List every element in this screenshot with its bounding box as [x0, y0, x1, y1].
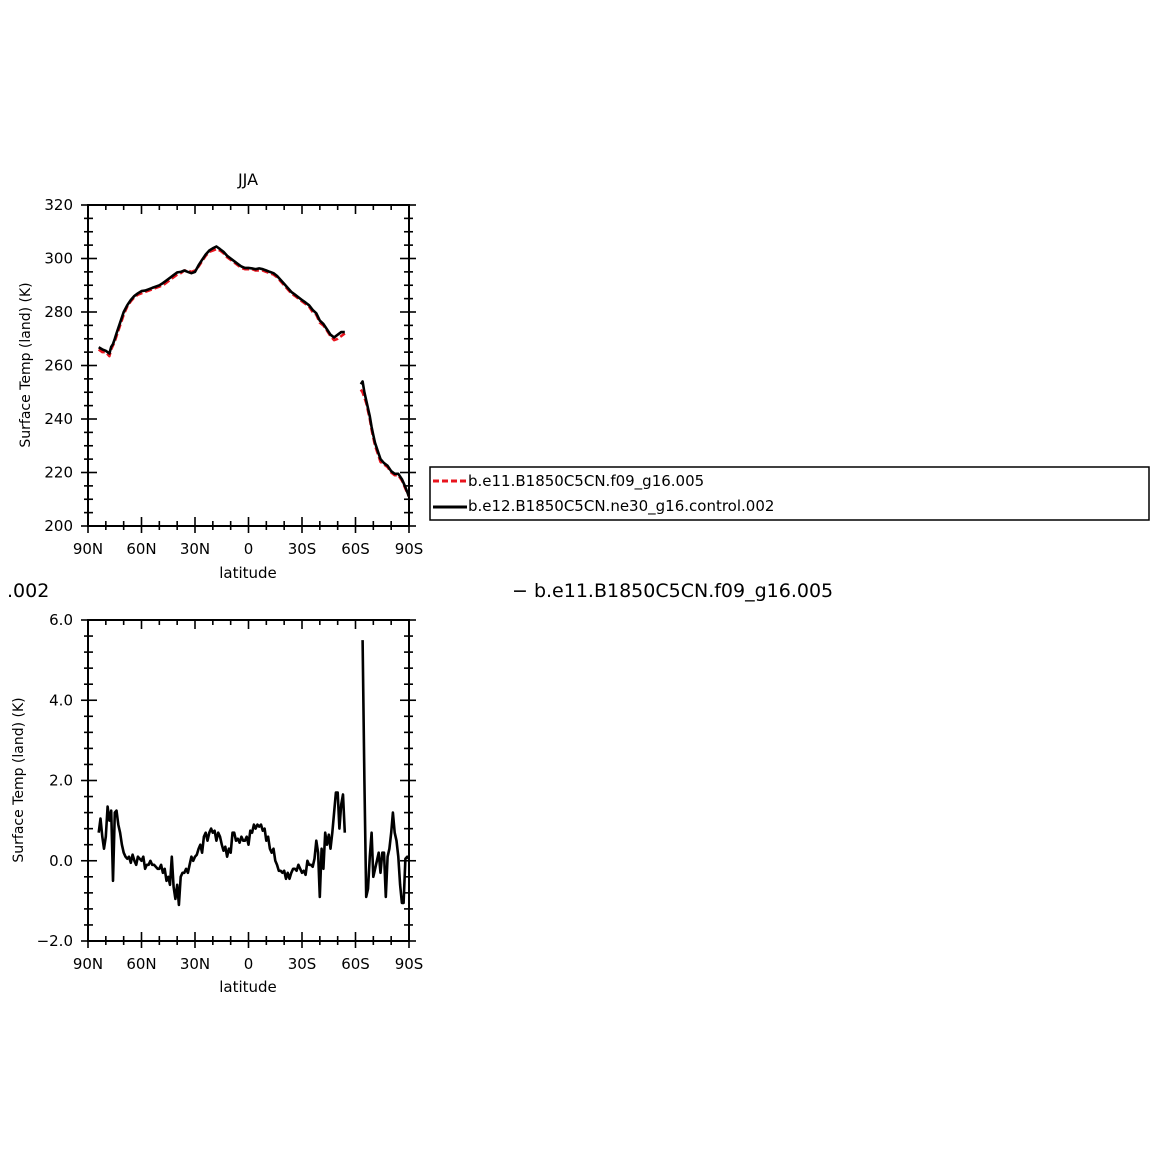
top-y-tick-label: 200 — [44, 517, 73, 535]
legend-label-ne30: b.e12.B1850C5CN.ne30_g16.control.002 — [468, 497, 774, 516]
bottom-y-axis-label: Surface Temp (land) (K) — [11, 697, 27, 862]
bottom-y-tick-label: −2.0 — [37, 932, 73, 950]
bottom-x-tick-label: 90N — [73, 955, 103, 973]
bottom-header-left: .002 — [7, 580, 49, 602]
bottom-x-axis-label: latitude — [219, 978, 277, 996]
top-plot-series — [97, 245, 411, 498]
top-x-tick-label: 30S — [288, 540, 317, 558]
legend-label-f09: b.e11.B1850C5CN.f09_g16.005 — [468, 472, 704, 491]
legend-box — [429, 466, 1150, 521]
bottom-y-tick-label: 4.0 — [49, 691, 73, 709]
bottom-x-tick-label: 30S — [288, 955, 317, 973]
top-x-tick-label: 30N — [180, 540, 210, 558]
top-y-tick-label: 240 — [44, 410, 73, 428]
top-chart-title: JJA — [237, 170, 258, 189]
bottom-series-0-segment-0 — [97, 791, 347, 907]
bottom-y-tick-label: 0.0 — [49, 852, 73, 870]
bottom-series-0-segment-1 — [361, 640, 410, 905]
top-plot-frame — [87, 204, 410, 527]
top-x-tick-label: 90S — [395, 540, 424, 558]
top-y-tick-label: 260 — [44, 357, 73, 375]
top-series-1-segment-0 — [98, 245, 345, 355]
top-x-tick-label: 60N — [126, 540, 156, 558]
bottom-plot: 90N 60N 30N 0 30S 60S 90S −2.0 0.0 2.0 4.0 6.0 lati… — [11, 611, 423, 996]
top-x-tick-label: 60S — [341, 540, 370, 558]
top-y-tick-label: 320 — [44, 196, 73, 214]
top-x-tick-label: 90N — [73, 540, 103, 558]
top-x-axis-label: latitude — [219, 564, 277, 582]
top-y-tick-label: 220 — [44, 464, 73, 482]
bottom-plot-frame — [87, 619, 410, 942]
top-plot-ticks: 90N 60N 30N 0 30S 60S 90S 200 220 240 260 280 300 320 — [44, 196, 423, 558]
legend: b.e11.B1850C5CN.f09_g16.005 b.e12.B1850C… — [429, 466, 1150, 521]
top-series-1-segment-1 — [359, 380, 411, 498]
bottom-plot-series — [97, 640, 410, 907]
top-y-tick-label: 280 — [44, 303, 73, 321]
top-y-tick-label: 300 — [44, 250, 73, 268]
top-x-tick-label: 0 — [244, 540, 254, 558]
bottom-x-tick-label: 60S — [341, 955, 370, 973]
bottom-x-tick-label: 0 — [244, 955, 254, 973]
bottom-y-tick-label: 2.0 — [49, 772, 73, 790]
top-plot: JJA 90N 60N 30N 0 30S 60S 90S 200 220 240 260 280 30… — [18, 170, 423, 582]
bottom-header-right: − b.e11.B1850C5CN.f09_g16.005 — [512, 580, 833, 602]
bottom-y-tick-label: 6.0 — [49, 611, 73, 629]
bottom-x-tick-label: 30N — [180, 955, 210, 973]
bottom-x-tick-label: 60N — [126, 955, 156, 973]
top-series-0-segment-0 — [97, 247, 346, 358]
top-y-axis-label: Surface Temp (land) (K) — [18, 282, 34, 447]
bottom-x-tick-label: 90S — [395, 955, 424, 973]
